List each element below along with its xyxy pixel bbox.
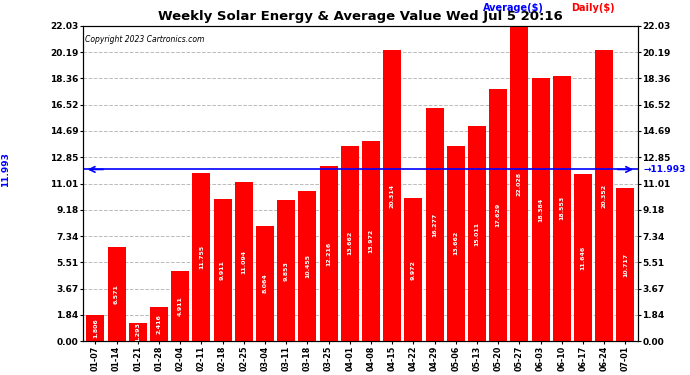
Bar [616,188,634,341]
Text: 11.646: 11.646 [580,246,586,270]
Text: 1.293: 1.293 [135,322,140,342]
Bar [214,199,232,341]
Text: Copyright 2023 Cartronics.com: Copyright 2023 Cartronics.com [86,35,205,44]
Title: Weekly Solar Energy & Average Value Wed Jul 5 20:16: Weekly Solar Energy & Average Value Wed … [158,10,563,23]
Text: 20.314: 20.314 [390,184,395,208]
Bar [193,173,210,341]
Bar [531,78,550,341]
Bar [150,307,168,341]
Text: 10.455: 10.455 [305,254,310,278]
Text: →11.993: →11.993 [644,165,686,174]
Bar [404,198,422,341]
Text: Average($): Average($) [482,3,544,13]
Bar [86,315,104,341]
Bar [574,174,592,341]
Text: 4.911: 4.911 [178,296,183,316]
Bar [319,166,337,341]
Text: 9.853: 9.853 [284,261,288,280]
Bar [553,75,571,341]
Text: 13.662: 13.662 [347,231,353,255]
Text: 2.416: 2.416 [157,314,161,334]
Bar [447,146,465,341]
Bar [468,126,486,341]
Bar [298,192,317,341]
Text: 9.972: 9.972 [411,260,416,280]
Text: 16.277: 16.277 [432,213,437,237]
Bar [108,247,126,341]
Bar [235,182,253,341]
Text: 6.571: 6.571 [114,284,119,304]
Text: 11.993: 11.993 [1,152,10,187]
Text: 18.384: 18.384 [538,197,543,222]
Bar [489,89,507,341]
Text: Daily($): Daily($) [571,3,615,13]
Text: 11.755: 11.755 [199,245,204,269]
Text: 15.011: 15.011 [475,222,480,246]
Text: 17.629: 17.629 [495,203,501,227]
Text: 20.352: 20.352 [602,183,607,207]
Text: 22.028: 22.028 [517,171,522,195]
Bar [362,141,380,341]
Text: 12.216: 12.216 [326,242,331,266]
Bar [511,26,529,341]
Bar [383,50,401,341]
Text: 10.717: 10.717 [623,252,628,276]
Bar [129,322,147,341]
Bar [171,271,189,341]
Text: 18.553: 18.553 [560,196,564,220]
Text: 11.094: 11.094 [241,250,246,274]
Text: 13.662: 13.662 [453,231,458,255]
Bar [595,50,613,341]
Bar [341,146,359,341]
Text: 9.911: 9.911 [220,260,225,280]
Text: 13.972: 13.972 [368,229,373,253]
Bar [256,226,274,341]
Bar [277,200,295,341]
Text: 1.806: 1.806 [93,318,98,338]
Bar [426,108,444,341]
Text: 8.064: 8.064 [262,273,268,293]
